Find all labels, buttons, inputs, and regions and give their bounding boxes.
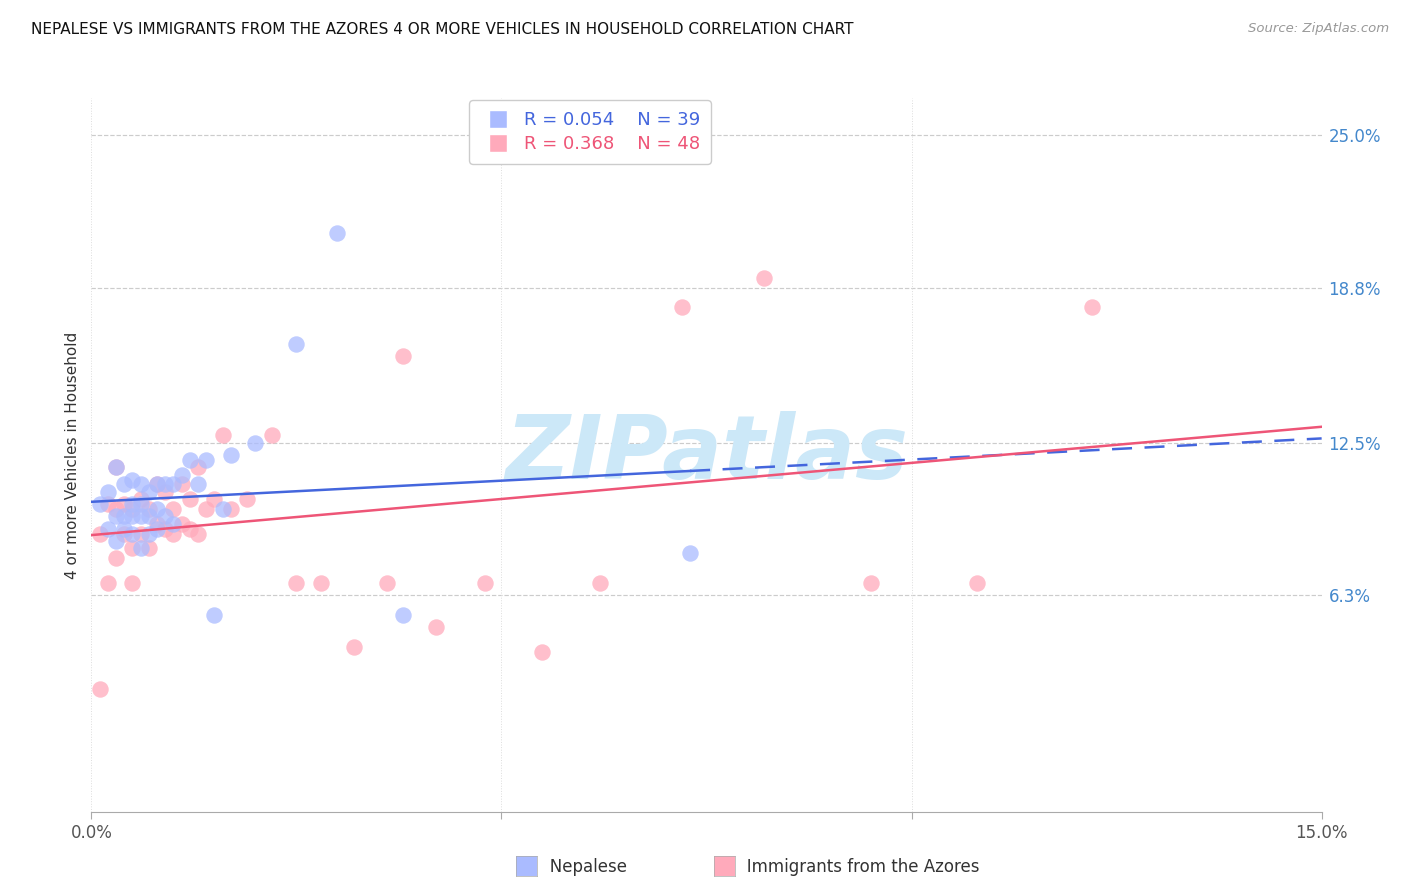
Point — [121, 509, 143, 524]
Point — [153, 484, 177, 499]
Point — [112, 509, 135, 524]
Text: Source: ZipAtlas.com: Source: ZipAtlas.com — [1249, 22, 1389, 36]
Point — [105, 460, 127, 475]
Point — [375, 575, 398, 590]
Point — [89, 681, 111, 696]
Point — [162, 516, 184, 531]
Point — [179, 492, 201, 507]
Point — [129, 477, 152, 491]
Point — [236, 492, 259, 507]
Point — [211, 502, 233, 516]
Point — [138, 541, 160, 556]
Point — [89, 526, 111, 541]
Point — [170, 516, 193, 531]
Point — [138, 509, 160, 524]
Point — [112, 522, 135, 536]
Point — [179, 453, 201, 467]
Point — [97, 484, 120, 499]
Point — [153, 522, 177, 536]
Point — [260, 428, 283, 442]
Point — [97, 497, 120, 511]
Point — [195, 453, 218, 467]
Point — [89, 497, 111, 511]
Point — [97, 522, 120, 536]
Point — [343, 640, 366, 654]
Point — [170, 477, 193, 491]
Point — [187, 477, 209, 491]
Point — [121, 575, 143, 590]
Text: Immigrants from the Azores: Immigrants from the Azores — [731, 858, 980, 876]
Point — [202, 492, 225, 507]
Point — [112, 497, 135, 511]
Point — [679, 546, 702, 560]
Point — [179, 522, 201, 536]
Point — [146, 522, 169, 536]
Point — [121, 502, 143, 516]
Text: Nepalese: Nepalese — [534, 858, 627, 876]
Point — [153, 477, 177, 491]
Point — [146, 477, 169, 491]
Point — [195, 502, 218, 516]
Point — [245, 435, 267, 450]
Point — [752, 270, 775, 285]
Point — [162, 502, 184, 516]
Point — [1081, 300, 1104, 314]
Point — [129, 497, 152, 511]
Point — [121, 541, 143, 556]
Point — [531, 645, 554, 659]
Point — [309, 575, 332, 590]
Point — [671, 300, 693, 314]
Text: ZIPatlas: ZIPatlas — [505, 411, 908, 499]
Text: NEPALESE VS IMMIGRANTS FROM THE AZORES 4 OR MORE VEHICLES IN HOUSEHOLD CORRELATI: NEPALESE VS IMMIGRANTS FROM THE AZORES 4… — [31, 22, 853, 37]
Point — [121, 473, 143, 487]
Point — [187, 526, 209, 541]
Point — [112, 477, 135, 491]
Point — [170, 467, 193, 482]
Point — [211, 428, 233, 442]
Point — [121, 497, 143, 511]
Point — [112, 526, 135, 541]
Point — [105, 509, 127, 524]
Point — [162, 477, 184, 491]
Point — [162, 526, 184, 541]
Point — [129, 526, 152, 541]
Point — [138, 484, 160, 499]
Point — [153, 509, 177, 524]
Point — [285, 337, 308, 351]
Point — [966, 575, 988, 590]
Point — [105, 534, 127, 549]
Point — [146, 477, 169, 491]
Point — [105, 460, 127, 475]
Point — [138, 502, 160, 516]
Point — [129, 492, 152, 507]
Point — [146, 502, 169, 516]
Point — [392, 607, 415, 622]
Point — [859, 575, 882, 590]
Y-axis label: 4 or more Vehicles in Household: 4 or more Vehicles in Household — [65, 331, 80, 579]
Point — [146, 516, 169, 531]
Point — [392, 350, 415, 364]
Legend: R = 0.054    N = 39, R = 0.368    N = 48: R = 0.054 N = 39, R = 0.368 N = 48 — [470, 100, 711, 164]
Point — [138, 526, 160, 541]
Point — [326, 227, 349, 241]
Point — [219, 502, 242, 516]
Point — [105, 502, 127, 516]
Point — [105, 551, 127, 566]
Point — [285, 575, 308, 590]
Point — [97, 575, 120, 590]
Point — [219, 448, 242, 462]
Point — [425, 620, 447, 634]
Point — [187, 460, 209, 475]
Point — [474, 575, 496, 590]
Point — [121, 526, 143, 541]
Point — [129, 541, 152, 556]
Point — [589, 575, 612, 590]
Point — [129, 509, 152, 524]
Point — [202, 607, 225, 622]
